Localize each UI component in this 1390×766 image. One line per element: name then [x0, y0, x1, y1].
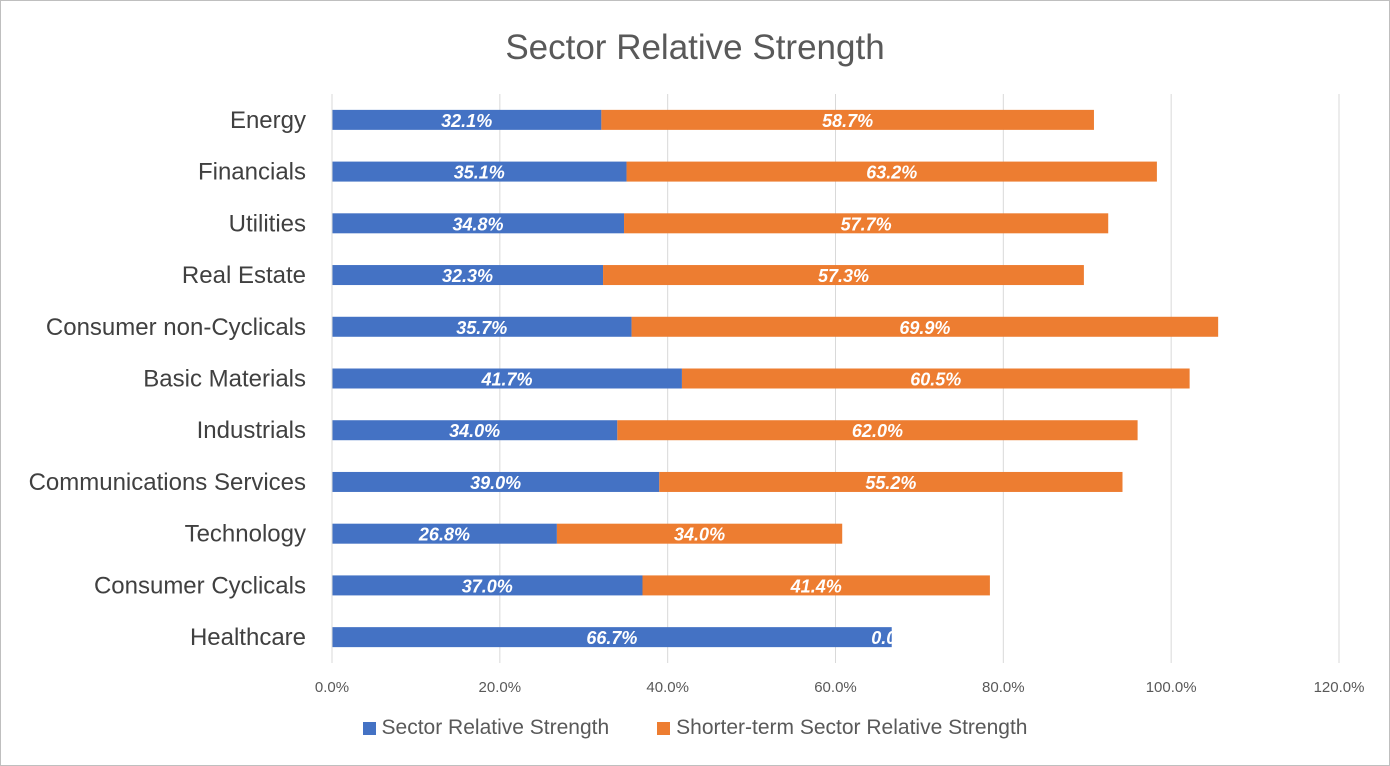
x-tick-label: 0.0% — [315, 679, 349, 696]
bar-sector-rs — [332, 420, 618, 441]
data-label: 66.7% — [586, 628, 637, 648]
data-label: 57.3% — [818, 266, 869, 286]
bar-shorter-term-rs — [601, 109, 1094, 130]
bar-sector-rs — [332, 109, 602, 130]
bar-shorter-term-rs — [631, 316, 1219, 337]
bar-sector-rs — [332, 161, 627, 182]
data-label: 60.5% — [910, 370, 961, 390]
category-label: Consumer Cyclicals — [94, 572, 306, 599]
data-label: 62.0% — [852, 421, 903, 441]
legend-item-sector-rs: Sector Relative Strength — [362, 716, 610, 740]
bar-shorter-term-rs — [626, 161, 1157, 182]
category-label: Communications Services — [29, 469, 306, 496]
legend-label-sector-rs: Sector Relative Strength — [381, 716, 610, 739]
data-label: 41.4% — [790, 576, 842, 596]
legend-swatch-sector-rs — [362, 721, 376, 735]
data-label: 69.9% — [899, 318, 950, 338]
data-label: 26.8% — [418, 525, 470, 545]
bar-shorter-term-rs — [624, 213, 1109, 234]
legend-label-shorter-term-rs: Shorter-term Sector Relative Strength — [676, 716, 1028, 739]
bar-shorter-term-rs — [556, 523, 843, 544]
bar-shorter-term-rs — [617, 420, 1138, 441]
category-label: Financials — [198, 159, 306, 186]
bar-shorter-term-rs — [659, 471, 1123, 492]
category-label: Technology — [185, 521, 306, 548]
data-label: 35.1% — [454, 163, 505, 183]
bar-sector-rs — [332, 471, 660, 492]
data-label: 39.0% — [470, 473, 521, 493]
x-tick-label: 20.0% — [479, 679, 522, 696]
bar-shorter-term-rs — [603, 265, 1084, 286]
data-label: 34.0% — [449, 421, 500, 441]
data-label: 34.8% — [452, 214, 503, 234]
chart-legend: Sector Relative Strength Shorter-term Se… — [0, 716, 1390, 740]
bar-sector-rs — [332, 523, 557, 544]
x-tick-label: 60.0% — [814, 679, 857, 696]
bar-shorter-term-rs — [642, 575, 990, 596]
x-tick-label: 80.0% — [982, 679, 1025, 696]
data-label: 35.7% — [456, 318, 507, 338]
x-tick-label: 120.0% — [1314, 679, 1365, 696]
x-tick-label: 100.0% — [1146, 679, 1197, 696]
data-label: 32.3% — [442, 266, 493, 286]
chart-title: Sector Relative Strength — [505, 28, 885, 67]
data-label: 32.1% — [441, 111, 492, 131]
bar-sector-rs — [332, 316, 632, 337]
data-label: 0.0% — [871, 628, 912, 648]
category-label: Energy — [230, 107, 306, 134]
bar-sector-rs — [332, 575, 643, 596]
data-label: 41.7% — [480, 370, 532, 390]
bar-sector-rs — [332, 368, 682, 389]
data-label: 34.0% — [674, 525, 725, 545]
legend-item-shorter-term-rs: Shorter-term Sector Relative Strength — [657, 716, 1027, 740]
x-tick-label: 40.0% — [646, 679, 689, 696]
data-label: 57.7% — [841, 214, 892, 234]
category-label: Industrials — [197, 417, 306, 444]
bar-sector-rs — [332, 265, 604, 286]
data-label: 58.7% — [822, 111, 873, 131]
data-label: 37.0% — [462, 576, 513, 596]
legend-swatch-shorter-term-rs — [657, 721, 671, 735]
data-label: 55.2% — [865, 473, 916, 493]
category-label: Real Estate — [182, 262, 306, 289]
category-label: Utilities — [229, 210, 306, 237]
category-label: Consumer non-Cyclicals — [46, 314, 306, 341]
data-label: 63.2% — [866, 163, 917, 183]
bar-shorter-term-rs — [681, 368, 1190, 389]
category-label: Basic Materials — [143, 366, 306, 393]
bar-sector-rs — [332, 213, 625, 234]
bar-sector-rs — [332, 627, 892, 648]
category-label: Healthcare — [190, 624, 306, 651]
